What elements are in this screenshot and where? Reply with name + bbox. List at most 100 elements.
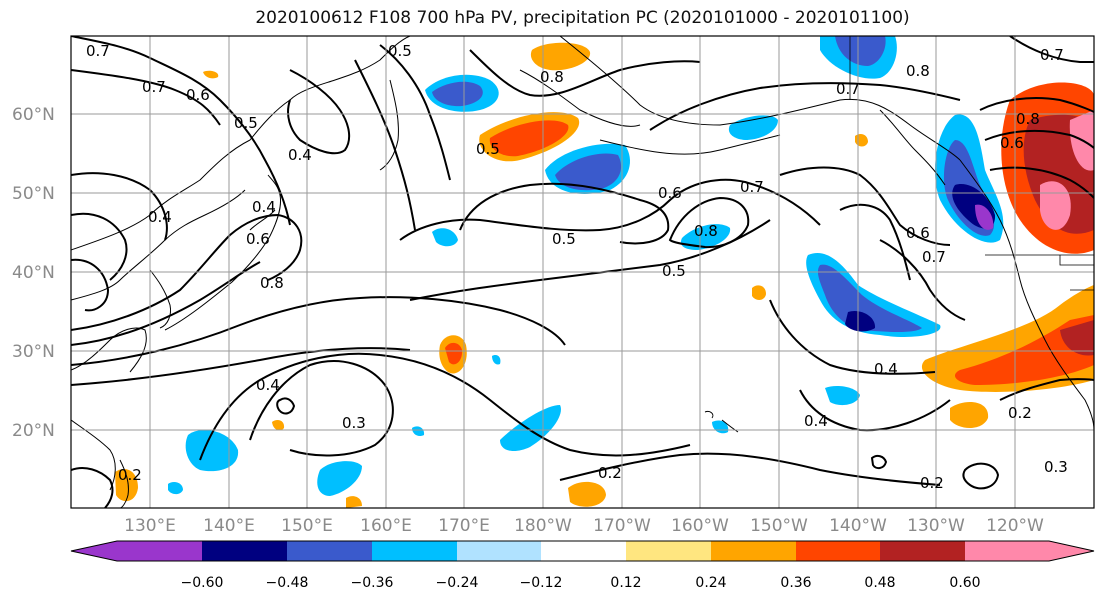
- contour-label: 0.3: [1044, 458, 1068, 476]
- pv-contour: [287, 69, 351, 155]
- pv-contour: [999, 378, 1094, 401]
- pv-contour: [870, 454, 888, 470]
- precip-blob-neg: [432, 81, 483, 107]
- precip-blob-pos: [272, 420, 285, 431]
- colorbar-tick-label: −0.12: [520, 575, 563, 591]
- precip-blob-neg: [185, 430, 239, 472]
- precip-blob-neg: [825, 386, 860, 406]
- plot-frame: [70, 35, 1095, 509]
- lon-label: 130°W: [907, 516, 965, 536]
- precip-blob-pos: [955, 315, 1094, 385]
- precip-blob-pos: [752, 285, 766, 300]
- contour-label: 0.2: [920, 474, 944, 492]
- pv-contour: [71, 212, 128, 281]
- precip-blob-pos: [1060, 320, 1094, 356]
- lon-label: 140°W: [829, 516, 887, 536]
- precip-blob-neg: [412, 426, 425, 437]
- colorbar-segment: [880, 541, 965, 561]
- pv-contour: [71, 347, 411, 386]
- precip-blob-pos: [115, 468, 138, 502]
- pv-contour: [459, 182, 670, 245]
- contour-label: 0.8: [694, 222, 718, 240]
- contour-label: 0.7: [740, 178, 764, 196]
- contour-label: 0.4: [256, 376, 280, 394]
- contour-label: 0.5: [388, 42, 412, 60]
- colorbar-segment-extend-high: [965, 541, 1094, 561]
- precip-blob-pos: [568, 481, 606, 507]
- contour-label: 0.8: [260, 274, 284, 292]
- colorbar-segment: [711, 541, 796, 561]
- pv-contour: [71, 261, 261, 346]
- colorbar-tick-label: 0.24: [695, 575, 726, 591]
- pv-contour: [839, 203, 911, 281]
- contour-label: 0.5: [662, 262, 686, 280]
- border-states: [1059, 255, 1094, 291]
- contour-label: 0.7: [142, 78, 166, 96]
- coastlines: [71, 36, 1094, 508]
- colorbar-segment: [796, 541, 880, 561]
- coastline-china: [71, 327, 147, 373]
- pv-contour: [779, 166, 951, 246]
- precip-blob-neg: [492, 354, 501, 365]
- colorbar-segment: [372, 541, 457, 561]
- contour-label: 0.5: [476, 140, 500, 158]
- pv-contour: [71, 467, 114, 508]
- contour-label: 0.4: [148, 208, 172, 226]
- contour-label: 0.4: [804, 412, 828, 430]
- colorbar-segment: [202, 541, 287, 561]
- lat-label: 40°N: [12, 263, 55, 283]
- precip-blob-pos: [203, 70, 219, 79]
- precip-blob-neg: [817, 264, 922, 332]
- lon-label: 120°W: [986, 516, 1044, 536]
- precip-blob-neg: [680, 224, 731, 250]
- coastline-philippines: [119, 459, 129, 508]
- contour-label: 0.4: [252, 198, 276, 216]
- pv-contour: [984, 129, 1094, 149]
- coastline-aleutians: [599, 134, 781, 155]
- colorbar-tick-label: 0.36: [780, 575, 811, 591]
- colorbar-segment: [626, 541, 711, 561]
- coastline-japan: [249, 209, 276, 231]
- pv-contour: [71, 69, 221, 126]
- coastline-korea: [149, 269, 171, 329]
- contour-label: 0.3: [342, 414, 366, 432]
- colorbar-tick-label: −0.48: [266, 575, 309, 591]
- contour-label: 0.8: [906, 62, 930, 80]
- colorbar: −0.60 −0.48 −0.36 −0.24 −0.12 0.12 0.24 …: [70, 540, 1095, 591]
- lat-label: 20°N: [12, 421, 55, 441]
- lon-label: 160°E: [360, 516, 412, 536]
- contour-label: 0.4: [874, 360, 898, 378]
- colorbar-segment: [287, 541, 372, 561]
- contour-label: 0.4: [288, 146, 312, 164]
- precip-blob-neg: [555, 153, 622, 191]
- contour-label: 0.6: [658, 184, 682, 202]
- pv-contours: [71, 36, 1094, 508]
- pv-contour: [1009, 36, 1094, 63]
- lon-label: 140°E: [203, 516, 255, 536]
- coastline-namerica: [959, 159, 1094, 431]
- lon-label: 150°E: [281, 516, 333, 536]
- contour-label: 0.6: [186, 86, 210, 104]
- lon-label: 160°W: [671, 516, 729, 536]
- pv-contour: [71, 296, 566, 366]
- precip-blob-neg: [432, 228, 458, 247]
- coastline-alaska: [519, 69, 641, 127]
- lon-label: 170°W: [593, 516, 651, 536]
- colorbar-segment: [457, 541, 541, 561]
- pv-contour: [71, 213, 303, 331]
- lat-label: 50°N: [12, 184, 55, 204]
- precip-blob-pos: [530, 42, 591, 71]
- lon-label: 150°W: [750, 516, 808, 536]
- pv-contour: [962, 462, 1000, 490]
- colorbar-tick-label: −0.24: [436, 575, 479, 591]
- island-hawaii: [704, 411, 739, 433]
- colorbar-tick-label: 0.60: [949, 575, 980, 591]
- pv-contour: [409, 219, 771, 301]
- contour-label-group: 0.7 0.7 0.6 0.5 0.4 0.4 0.4 0.6 0.8 0.8 …: [86, 42, 1068, 492]
- precip-blob-neg: [845, 310, 876, 332]
- lon-label: 180°W: [514, 516, 572, 536]
- lon-label: 130°E: [124, 516, 176, 536]
- contour-label: 0.6: [906, 224, 930, 242]
- precip-blob-neg: [835, 36, 886, 66]
